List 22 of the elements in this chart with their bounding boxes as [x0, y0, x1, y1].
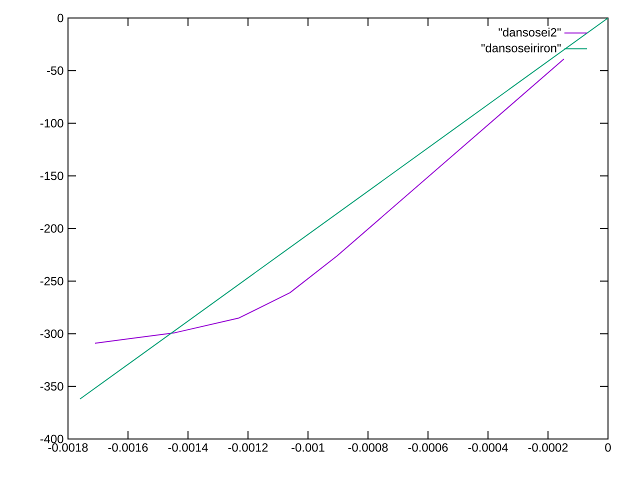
x-tick-label: -0.0008	[348, 443, 388, 452]
x-tick-label: 0	[605, 443, 611, 452]
line-series	[94, 58, 564, 344]
x-tick-label: -0.0004	[468, 443, 508, 452]
legend-label: "dansosei2"	[498, 28, 561, 37]
x-tick-label: -0.0002	[528, 443, 568, 452]
x-tick-label: -0.0018	[48, 443, 88, 452]
x-tick-label: -0.0006	[408, 443, 448, 452]
y-tick-label: -50	[47, 66, 64, 75]
x-tick-label: -0.001	[292, 443, 324, 452]
y-tick-label: -200	[40, 224, 64, 233]
x-tick-label: -0.0016	[108, 443, 148, 452]
y-tick-label: -100	[40, 119, 64, 128]
x-tick-label: -0.0012	[228, 443, 268, 452]
x-tick-label: -0.0014	[168, 443, 208, 452]
y-tick-label: -250	[40, 276, 64, 286]
y-tick-label: -400	[40, 434, 64, 444]
y-tick-label: -150	[40, 172, 64, 180]
legend-label: "dansoseiriron"	[481, 44, 561, 52]
y-tick-label: -300	[40, 330, 64, 338]
y-tick-label: 0	[58, 14, 64, 22]
y-tick-label: -350	[40, 382, 64, 391]
